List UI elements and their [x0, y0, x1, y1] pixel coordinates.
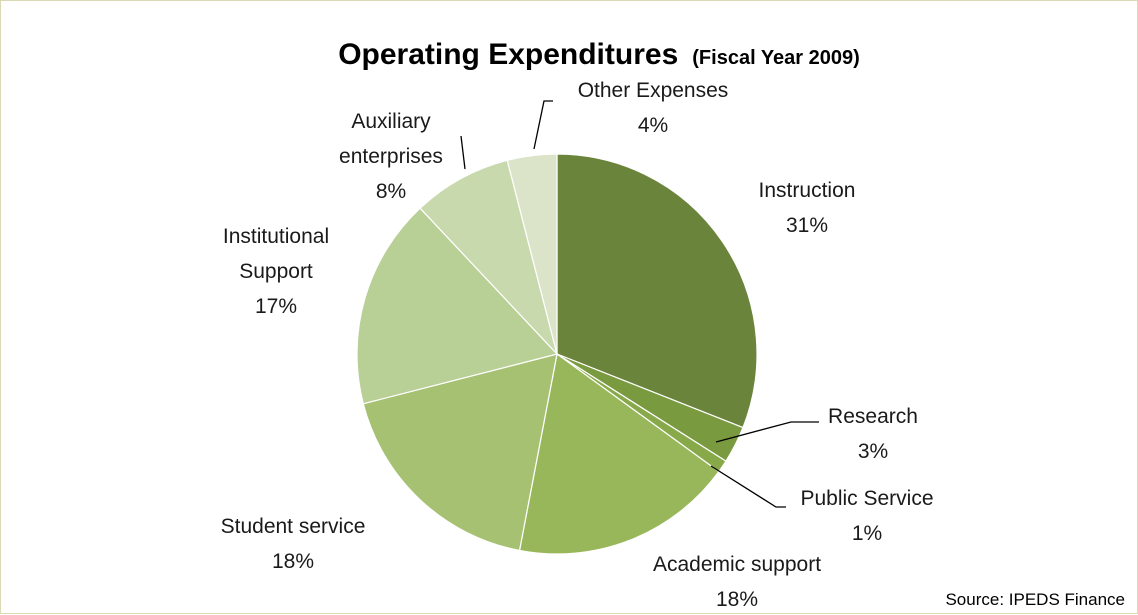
leader-line — [460, 135, 466, 170]
pie-slice — [356, 207, 559, 405]
slice-name: Auxiliary — [351, 110, 431, 133]
slice-percent: 3% — [858, 440, 888, 463]
leader-line — [710, 465, 786, 508]
slice-name: Instruction — [759, 179, 856, 202]
slice-percent: 18% — [716, 588, 758, 611]
leader-lines — [460, 100, 819, 508]
chart-subtitle: (Fiscal Year 2009) — [692, 47, 860, 69]
pie-slice — [518, 352, 720, 555]
pie-slice — [556, 153, 758, 429]
pie-slices — [356, 153, 758, 555]
slice-label: Auxiliary enterprises 8% — [339, 110, 443, 203]
slice-name: Other Expenses — [578, 79, 729, 102]
leader-line — [715, 421, 819, 443]
slice-label: Academic support 18% — [653, 553, 821, 611]
slice-name: Support — [239, 260, 313, 283]
slice-name: Research — [828, 405, 918, 428]
slice-percent: 4% — [638, 114, 668, 137]
slice-labels: Instruction 31% Research 3% Public Service 1%… — [221, 79, 934, 611]
slice-percent: 18% — [272, 550, 314, 573]
chart-title: Operating Expenditures — [338, 38, 678, 71]
slice-percent: 8% — [376, 180, 406, 203]
leader-line — [533, 100, 553, 150]
slice-label: Other Expenses 4% — [578, 79, 729, 137]
slice-percent: 31% — [786, 214, 828, 237]
slice-percent: 1% — [852, 522, 882, 545]
slice-percent: 17% — [255, 295, 297, 318]
slice-label: Instruction 31% — [759, 179, 856, 237]
slice-label: Student service 18% — [221, 515, 366, 573]
pie-slice — [419, 159, 558, 355]
slice-label: Research 3% — [828, 405, 918, 463]
slice-name: Academic support — [653, 553, 821, 576]
chart-title-group: Operating Expenditures (Fiscal Year 2009) — [338, 38, 860, 71]
slice-label: Institutional Support 17% — [223, 225, 329, 318]
source-note: Source: IPEDS Finance — [945, 590, 1125, 609]
pie-slice — [506, 153, 558, 355]
pie-slice — [362, 353, 558, 552]
slice-name: Public Service — [800, 487, 933, 510]
slice-name: Institutional — [223, 225, 329, 248]
slice-label: Public Service 1% — [800, 487, 933, 545]
slice-name: Student service — [221, 515, 366, 538]
slice-name: enterprises — [339, 145, 443, 168]
